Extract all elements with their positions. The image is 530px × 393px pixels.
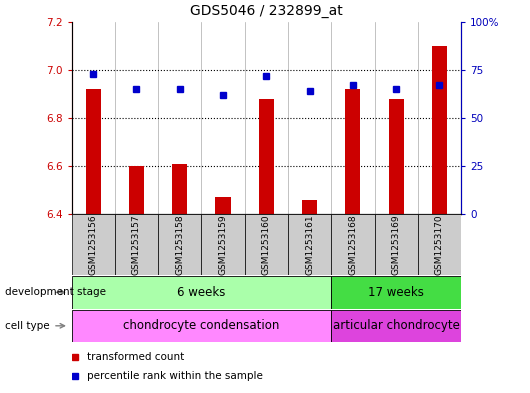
Text: GSM1253161: GSM1253161 bbox=[305, 214, 314, 275]
Text: GSM1253159: GSM1253159 bbox=[218, 214, 227, 275]
Bar bbox=[302, 200, 317, 214]
Bar bbox=[172, 163, 187, 214]
Text: GSM1253170: GSM1253170 bbox=[435, 214, 444, 275]
Text: 6 weeks: 6 weeks bbox=[177, 286, 226, 299]
Text: percentile rank within the sample: percentile rank within the sample bbox=[87, 371, 263, 382]
Bar bbox=[72, 276, 331, 309]
Bar bbox=[288, 214, 331, 275]
Bar bbox=[388, 99, 404, 214]
Bar bbox=[375, 214, 418, 275]
Title: GDS5046 / 232899_at: GDS5046 / 232899_at bbox=[190, 4, 343, 18]
Bar bbox=[86, 89, 101, 214]
Bar bbox=[115, 214, 158, 275]
Bar bbox=[201, 214, 245, 275]
Bar bbox=[331, 214, 375, 275]
Bar bbox=[216, 197, 231, 214]
Bar bbox=[129, 166, 144, 214]
Text: 17 weeks: 17 weeks bbox=[368, 286, 424, 299]
Text: GSM1253160: GSM1253160 bbox=[262, 214, 271, 275]
Text: GSM1253168: GSM1253168 bbox=[348, 214, 357, 275]
Bar bbox=[346, 89, 360, 214]
Text: GSM1253157: GSM1253157 bbox=[132, 214, 141, 275]
Text: GSM1253158: GSM1253158 bbox=[175, 214, 184, 275]
Bar bbox=[245, 214, 288, 275]
Bar bbox=[72, 214, 115, 275]
Bar bbox=[331, 276, 461, 309]
Bar bbox=[259, 99, 274, 214]
Text: articular chondrocyte: articular chondrocyte bbox=[333, 319, 460, 332]
Text: development stage: development stage bbox=[5, 287, 107, 298]
Bar bbox=[432, 46, 447, 214]
Text: GSM1253156: GSM1253156 bbox=[89, 214, 98, 275]
Text: cell type: cell type bbox=[5, 321, 50, 331]
Bar bbox=[72, 310, 331, 342]
Bar bbox=[158, 214, 201, 275]
Text: chondrocyte condensation: chondrocyte condensation bbox=[123, 319, 280, 332]
Bar bbox=[331, 310, 461, 342]
Bar bbox=[418, 214, 461, 275]
Text: transformed count: transformed count bbox=[87, 351, 184, 362]
Text: GSM1253169: GSM1253169 bbox=[392, 214, 401, 275]
